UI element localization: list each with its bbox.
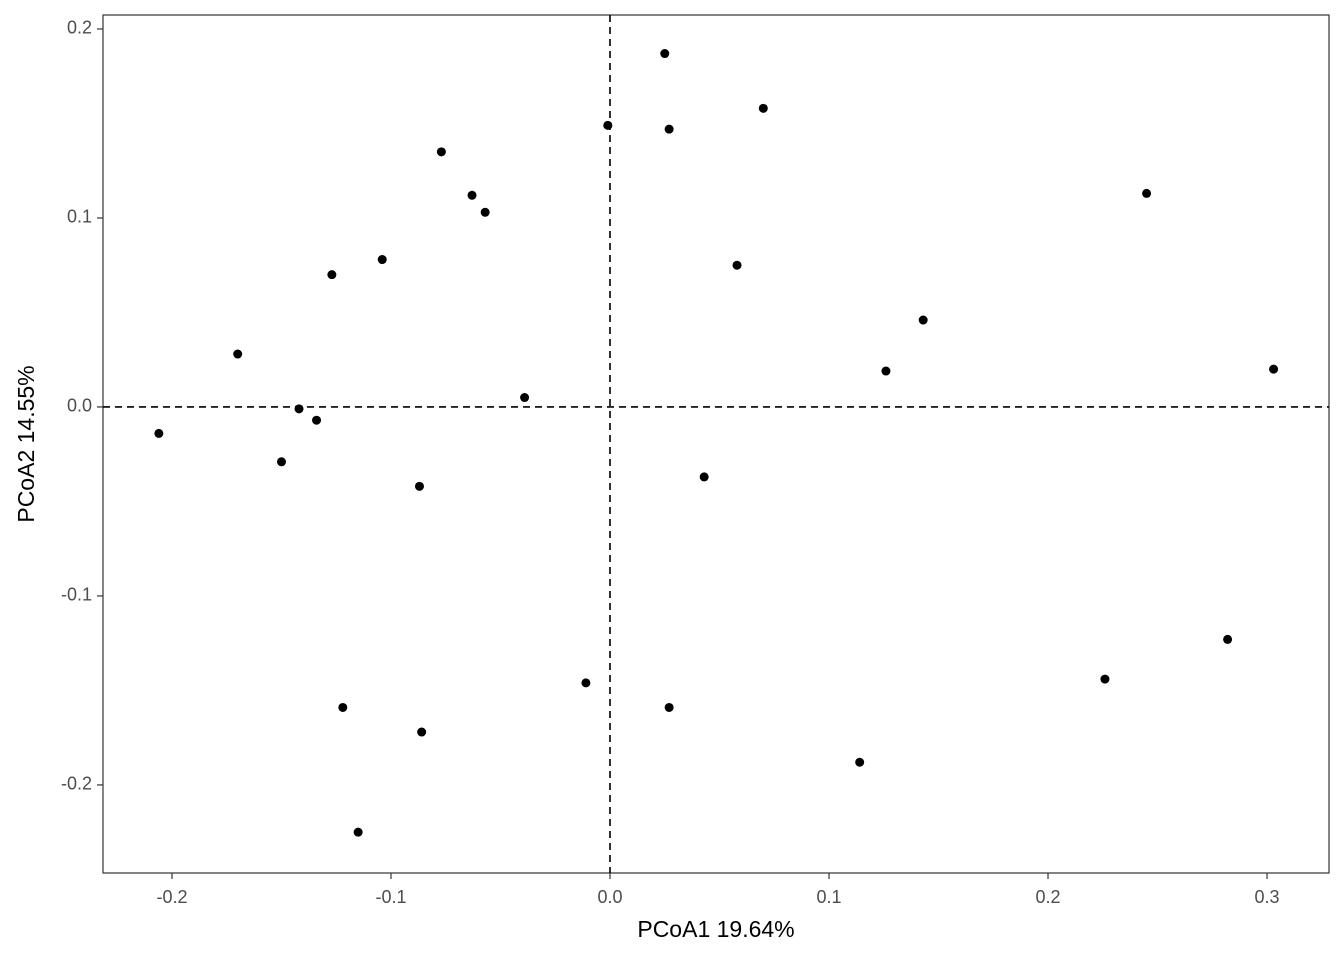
point (581, 678, 591, 688)
point (664, 124, 674, 134)
point (603, 120, 613, 130)
point (660, 49, 670, 59)
y-axis-title: PCoA2 14.55% (13, 365, 39, 522)
point (294, 404, 304, 414)
point (1269, 364, 1279, 374)
point (327, 270, 337, 280)
point (276, 457, 286, 467)
y-tick-label: -0.1 (61, 585, 92, 605)
point (312, 415, 322, 425)
x-tick-label: 0.3 (1255, 887, 1280, 907)
point (414, 481, 424, 491)
point (338, 702, 348, 712)
point (699, 472, 709, 482)
point (436, 147, 446, 157)
y-tick-label: 0.2 (67, 18, 92, 38)
x-axis-title: PCoA1 19.64% (637, 916, 794, 942)
point (732, 260, 742, 270)
point (855, 757, 865, 767)
x-tick-label: 0.1 (816, 887, 841, 907)
x-tick-label: 0.2 (1035, 887, 1060, 907)
y-tick-label: 0.1 (67, 207, 92, 227)
y-tick-label: -0.2 (61, 774, 92, 794)
point (154, 428, 164, 438)
point (353, 827, 363, 837)
point (758, 103, 768, 113)
point (1142, 188, 1152, 198)
point (417, 727, 427, 737)
x-tick-label: -0.2 (156, 887, 187, 907)
panel-border (102, 14, 1330, 874)
point (480, 207, 490, 217)
point (467, 190, 477, 200)
point (520, 393, 530, 403)
y-tick-label: 0.0 (67, 396, 92, 416)
point (1100, 674, 1110, 684)
x-tick-label: 0.0 (597, 887, 622, 907)
point (664, 702, 674, 712)
point (233, 349, 243, 359)
point (377, 255, 387, 265)
x-tick-label: -0.1 (375, 887, 406, 907)
point (1223, 634, 1233, 644)
point (918, 315, 928, 325)
point (881, 366, 891, 376)
